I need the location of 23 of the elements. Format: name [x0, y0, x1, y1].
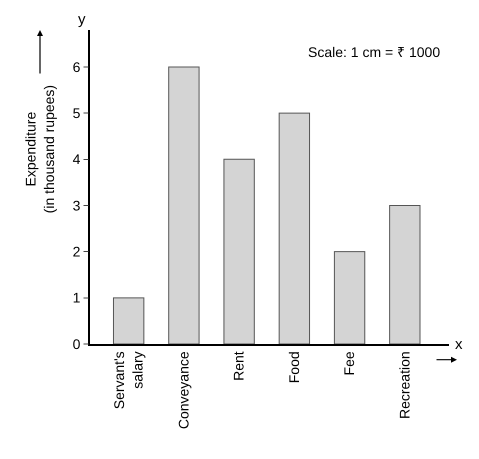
y-tick-label: 5 [72, 105, 81, 122]
y-tick-label: 3 [72, 197, 81, 214]
text: y [78, 11, 86, 28]
x-tick-label: Food [286, 351, 302, 384]
bar [168, 66, 200, 344]
bar [389, 204, 420, 344]
annotation: Scale: 1 cm = ₹ 1000 [308, 44, 440, 60]
x-axis-title: x [455, 336, 463, 353]
x-tick-label: Fee [341, 351, 358, 376]
bar [278, 112, 310, 344]
x-tick-label: Servant's salary [111, 351, 146, 410]
x-tick-label: Conveyance [175, 351, 192, 430]
bar [334, 251, 366, 344]
y-tick-label: 0 [72, 336, 81, 352]
y-tick-label: 6 [72, 58, 81, 75]
y-tick-label: 2 [72, 244, 81, 260]
bar [223, 158, 255, 344]
x-tick-label: Rent [230, 351, 247, 381]
y-tick-label: 4 [72, 151, 81, 168]
y-tick-label: 1 [72, 290, 81, 306]
x-tick-label: Recreation [396, 351, 412, 420]
bar [112, 297, 144, 344]
y-axis-title: Expenditure (in thousand rupees) [22, 84, 57, 214]
